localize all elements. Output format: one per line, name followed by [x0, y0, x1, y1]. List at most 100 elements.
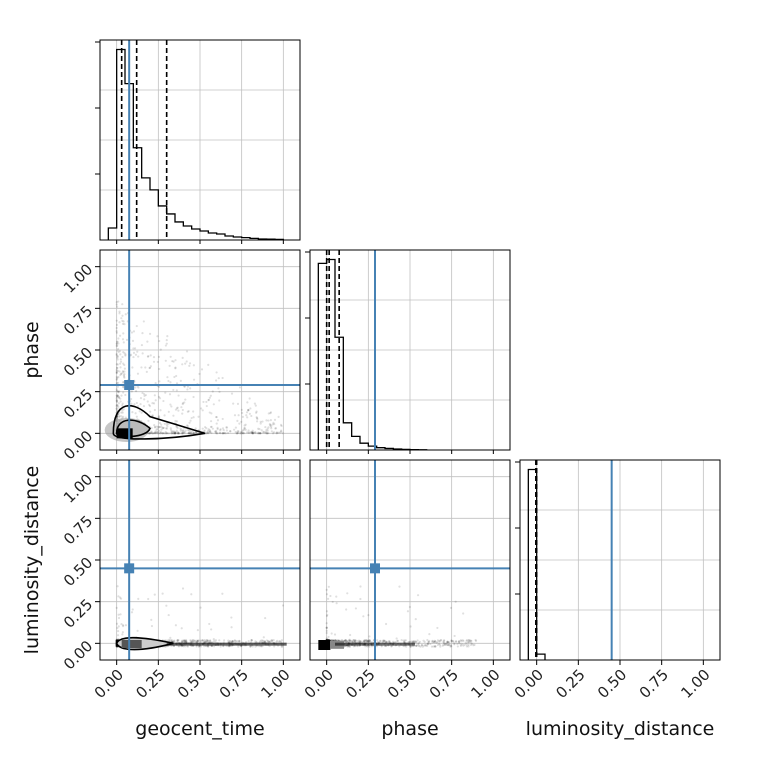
scatter-point — [116, 395, 119, 399]
scatter-point — [431, 640, 434, 643]
scatter-point — [433, 641, 436, 644]
scatter-point — [163, 432, 166, 435]
scatter-point — [177, 432, 180, 435]
scatter-point — [120, 317, 123, 320]
scatter-point — [181, 432, 184, 435]
scatter-point — [410, 640, 413, 643]
scatter-point — [216, 419, 220, 422]
x-tick-label: 1.00 — [467, 666, 503, 702]
scatter-point — [183, 640, 186, 643]
scatter-point — [356, 640, 359, 643]
scatter-point — [191, 639, 194, 642]
scatter-point — [436, 641, 439, 644]
scatter-point — [270, 430, 273, 433]
scatter-point — [343, 639, 346, 642]
scatter-point — [260, 645, 263, 648]
scatter-point — [176, 639, 179, 642]
scatter-point — [119, 400, 122, 403]
scatter-point — [280, 424, 283, 428]
scatter-point — [433, 639, 436, 642]
scatter-point — [265, 431, 268, 434]
scatter-point — [216, 426, 219, 429]
scatter-point — [137, 355, 140, 358]
scatter-point — [460, 639, 463, 643]
scatter-point — [403, 639, 406, 642]
scatter-point — [167, 613, 170, 617]
scatter-point — [418, 645, 421, 648]
scatter-point — [348, 645, 351, 648]
scatter-point — [364, 639, 367, 642]
scatter-point — [181, 640, 184, 643]
scatter-point — [225, 426, 229, 429]
scatter-point — [439, 645, 442, 648]
scatter-point — [325, 626, 328, 630]
scatter-point — [171, 640, 174, 643]
x-axis-label-luminosity_distance: luminosity_distance — [526, 718, 715, 740]
scatter-point — [203, 638, 206, 642]
scatter-point — [117, 405, 120, 409]
scatter-point — [266, 639, 270, 643]
scatter-point — [180, 640, 183, 643]
scatter-point — [233, 414, 237, 417]
scatter-point — [400, 639, 403, 642]
scatter-point — [186, 425, 189, 428]
scatter-point — [115, 303, 118, 306]
panel-geocent_time-geocent_time — [95, 39, 301, 244]
scatter-point — [443, 643, 446, 646]
scatter-point — [203, 430, 206, 433]
scatter-point — [115, 371, 118, 374]
scatter-point — [345, 640, 349, 643]
scatter-point — [143, 392, 146, 396]
scatter-point — [370, 645, 374, 648]
scatter-point — [362, 640, 366, 643]
scatter-point — [169, 428, 173, 431]
scatter-point — [117, 350, 120, 354]
scatter-point — [267, 412, 270, 415]
scatter-point — [236, 432, 239, 435]
scatter-point — [132, 355, 135, 359]
scatter-point — [170, 432, 173, 435]
scatter-point — [174, 432, 177, 435]
scatter-point — [201, 639, 204, 642]
scatter-point — [368, 635, 371, 638]
scatter-point — [263, 639, 266, 643]
scatter-point — [138, 410, 141, 413]
scatter-point — [222, 432, 226, 435]
scatter-point — [144, 393, 147, 397]
scatter-point — [254, 431, 257, 434]
scatter-point — [124, 393, 127, 397]
scatter-point — [174, 359, 177, 362]
scatter-point — [160, 423, 163, 426]
scatter-point — [124, 313, 127, 316]
x-tick-label: 0.25 — [132, 666, 168, 702]
scatter-point — [251, 431, 254, 434]
scatter-point — [368, 639, 372, 642]
scatter-point — [272, 639, 275, 642]
scatter-point — [467, 643, 470, 646]
scatter-point — [414, 644, 418, 647]
scatter-point — [121, 371, 125, 374]
scatter-point — [215, 422, 218, 425]
scatter-point — [115, 370, 118, 373]
scatter-point — [245, 431, 249, 434]
scatter-point — [250, 431, 254, 435]
scatter-point — [192, 432, 195, 435]
scatter-point — [158, 339, 161, 343]
scatter-point — [280, 430, 283, 433]
scatter-point — [471, 642, 474, 646]
y-tick-label: 0.75 — [60, 512, 96, 548]
scatter-point — [196, 640, 199, 643]
scatter-point — [259, 422, 262, 425]
scatter-point — [414, 640, 417, 643]
scatter-point — [191, 640, 194, 643]
scatter-point — [200, 368, 204, 371]
scatter-point — [174, 419, 177, 423]
scatter-point — [208, 411, 211, 414]
scatter-point — [260, 429, 263, 432]
y-axis-label-luminosity_distance: luminosity_distance — [21, 466, 43, 655]
scatter-point — [256, 416, 259, 420]
scatter-point — [117, 613, 120, 616]
scatter-point — [117, 375, 120, 379]
scatter-point — [271, 639, 274, 642]
scatter-point — [442, 640, 445, 643]
